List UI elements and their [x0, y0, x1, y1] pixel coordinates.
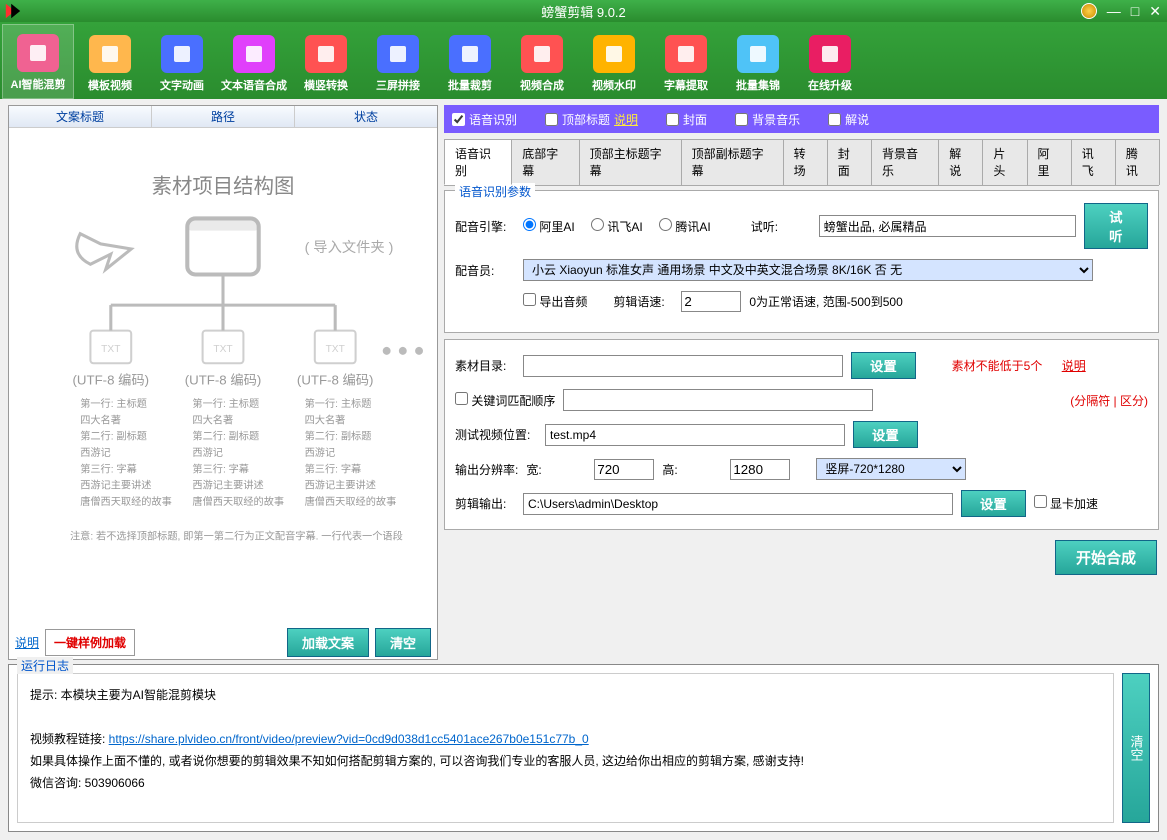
- structure-diagram: 素材项目结构图 ( 导入文件夹 ) TXT TXT TXT ● ●: [9, 128, 437, 625]
- svg-text:唐僧西天取经的故事: 唐僧西天取经的故事: [80, 495, 172, 508]
- tab-10[interactable]: 讯飞: [1071, 139, 1116, 185]
- log-output: 提示: 本模块主要为AI智能混剪模块 视频教程链接: https://share…: [17, 673, 1114, 823]
- export-audio-check: [523, 293, 536, 306]
- svg-text:素材项目结构图: 素材项目结构图: [152, 175, 295, 198]
- set-dir-button[interactable]: 设置: [851, 352, 916, 379]
- toolbar-11[interactable]: 在线升级: [794, 24, 866, 99]
- set-test-button[interactable]: 设置: [853, 421, 918, 448]
- speed-input[interactable]: [681, 291, 741, 312]
- svg-text:西游记主要讲述: 西游记主要讲述: [192, 479, 263, 492]
- clear-script-button[interactable]: 清空: [375, 628, 431, 657]
- svg-text:● ● ●: ● ● ●: [381, 339, 424, 360]
- explain-link[interactable]: 说明: [15, 634, 39, 651]
- svg-text:(UTF-8 编码): (UTF-8 编码): [73, 373, 150, 388]
- svg-text:西游记: 西游记: [80, 446, 111, 459]
- load-script-button[interactable]: 加载文案: [287, 628, 369, 657]
- preview-button[interactable]: 试听: [1084, 203, 1148, 249]
- maximize-button[interactable]: □: [1131, 3, 1139, 19]
- gpu-check: [1034, 495, 1047, 508]
- svg-text:(UTF-8 编码): (UTF-8 编码): [297, 373, 374, 388]
- svg-text:注意: 若不选择顶部标题, 即第一第二行为正文配音字幕. 一: 注意: 若不选择顶部标题, 即第一第二行为正文配音字幕. 一行代表一个语段: [70, 530, 403, 543]
- toolbar-5[interactable]: 三屏拼接: [362, 24, 434, 99]
- svg-text:TXT: TXT: [326, 344, 345, 355]
- svg-text:第三行: 字幕: 第三行: 字幕: [192, 462, 249, 475]
- svg-text:第一行: 主标题: 第一行: 主标题: [305, 397, 372, 410]
- toolbar-0[interactable]: AI智能混剪: [2, 24, 74, 99]
- preset-select[interactable]: 竖屏-720*1280: [816, 458, 966, 480]
- tab-11[interactable]: 腾讯: [1115, 139, 1160, 185]
- tab-6[interactable]: 背景音乐: [871, 139, 939, 185]
- tab-3[interactable]: 顶部副标题字幕: [681, 139, 784, 185]
- toolbar-9[interactable]: 字幕提取: [650, 24, 722, 99]
- settings-tabs: 语音识别底部字幕顶部主标题字幕顶部副标题字幕转场封面背景音乐解说片头阿里讯飞腾讯: [444, 139, 1159, 186]
- svg-text:西游记主要讲述: 西游记主要讲述: [305, 479, 376, 492]
- svg-text:TXT: TXT: [213, 344, 232, 355]
- svg-text:( 导入文件夹 ): ( 导入文件夹 ): [305, 239, 394, 256]
- tab-7[interactable]: 解说: [938, 139, 983, 185]
- svg-text:西游记: 西游记: [192, 446, 223, 459]
- svg-text:唐僧西天取经的故事: 唐僧西天取经的故事: [305, 495, 397, 508]
- output-dir-input[interactable]: [523, 493, 953, 515]
- svg-text:第一行: 主标题: 第一行: 主标题: [192, 397, 259, 410]
- material-settings-panel: 素材目录: 设置 素材不能低于5个 说明 关键词匹配顺序 (分隔符 | 区分) …: [444, 339, 1159, 530]
- toolbar-7[interactable]: 视频合成: [506, 24, 578, 99]
- tab-9[interactable]: 阿里: [1027, 139, 1072, 185]
- toolbar-6[interactable]: 批量裁剪: [434, 24, 506, 99]
- feature-checkrow: 语音识别 顶部标题 说明 封面 背景音乐 解说: [444, 105, 1159, 133]
- app-logo: [4, 2, 22, 20]
- tab-2[interactable]: 顶部主标题字幕: [579, 139, 682, 185]
- svg-text:TXT: TXT: [101, 344, 120, 355]
- main-toolbar: AI智能混剪模板视频文字动画文本语音合成横竖转换三屏拼接批量裁剪视频合成视频水印…: [0, 22, 1167, 99]
- toolbar-10[interactable]: 批量集锦: [722, 24, 794, 99]
- height-input[interactable]: [730, 459, 790, 480]
- medal-icon[interactable]: [1081, 3, 1097, 19]
- start-button[interactable]: 开始合成: [1055, 540, 1157, 575]
- clear-log-button[interactable]: 清空: [1122, 673, 1150, 823]
- minimize-button[interactable]: —: [1107, 3, 1121, 19]
- toolbar-8[interactable]: 视频水印: [578, 24, 650, 99]
- keyword-input[interactable]: [563, 389, 873, 411]
- tutorial-link[interactable]: https://share.plvideo.cn/front/video/pre…: [109, 732, 589, 746]
- toolbar-1[interactable]: 模板视频: [74, 24, 146, 99]
- toolbar-2[interactable]: 文字动画: [146, 24, 218, 99]
- tab-5[interactable]: 封面: [827, 139, 872, 185]
- svg-text:第一行: 主标题: 第一行: 主标题: [80, 397, 147, 410]
- svg-text:四大名著: 四大名著: [305, 413, 346, 426]
- svg-text:第三行: 字幕: 第三行: 字幕: [80, 462, 137, 475]
- tab-1[interactable]: 底部字幕: [511, 139, 579, 185]
- voice-params-group: 语音识别参数 配音引擎: 阿里AI 讯飞AI 腾讯AI 试听: 试听 配音员: …: [444, 190, 1159, 333]
- material-dir-input[interactable]: [523, 355, 843, 377]
- app-title: 螃蟹剪辑 9.0.2: [541, 2, 626, 21]
- svg-text:第二行: 副标题: 第二行: 副标题: [305, 430, 372, 443]
- svg-text:(UTF-8 编码): (UTF-8 编码): [185, 373, 262, 388]
- preview-text-input[interactable]: [819, 215, 1076, 237]
- toolbar-3[interactable]: 文本语音合成: [218, 24, 290, 99]
- titlebar: 螃蟹剪辑 9.0.2 — □ ✕: [0, 0, 1167, 22]
- svg-text:唐僧西天取经的故事: 唐僧西天取经的故事: [192, 495, 284, 508]
- test-video-input[interactable]: [545, 424, 845, 446]
- tab-8[interactable]: 片头: [982, 139, 1027, 185]
- svg-text:西游记主要讲述: 西游记主要讲述: [80, 479, 151, 492]
- voice-select[interactable]: 小云 Xiaoyun 标准女声 通用场景 中文及中英文混合场景 8K/16K 否…: [523, 259, 1093, 281]
- material-explain-link[interactable]: 说明: [1062, 357, 1086, 374]
- set-output-button[interactable]: 设置: [961, 490, 1026, 517]
- toolbar-4[interactable]: 横竖转换: [290, 24, 362, 99]
- svg-text:第二行: 副标题: 第二行: 副标题: [192, 430, 259, 443]
- svg-text:西游记: 西游记: [305, 446, 336, 459]
- material-list-panel: 文案标题路径状态 素材项目结构图 ( 导入文件夹 ) TXT TXT: [8, 105, 438, 660]
- tab-4[interactable]: 转场: [783, 139, 828, 185]
- load-example-button[interactable]: 一键样例加载: [45, 629, 135, 656]
- keyword-order-check: [455, 392, 468, 405]
- tab-0[interactable]: 语音识别: [444, 139, 512, 185]
- close-button[interactable]: ✕: [1149, 3, 1161, 20]
- svg-text:四大名著: 四大名著: [192, 413, 233, 426]
- svg-text:第二行: 副标题: 第二行: 副标题: [80, 430, 147, 443]
- svg-text:四大名著: 四大名著: [80, 413, 121, 426]
- log-panel: 运行日志 提示: 本模块主要为AI智能混剪模块 视频教程链接: https://…: [8, 664, 1159, 832]
- width-input[interactable]: [594, 459, 654, 480]
- svg-text:第三行: 字幕: 第三行: 字幕: [305, 462, 362, 475]
